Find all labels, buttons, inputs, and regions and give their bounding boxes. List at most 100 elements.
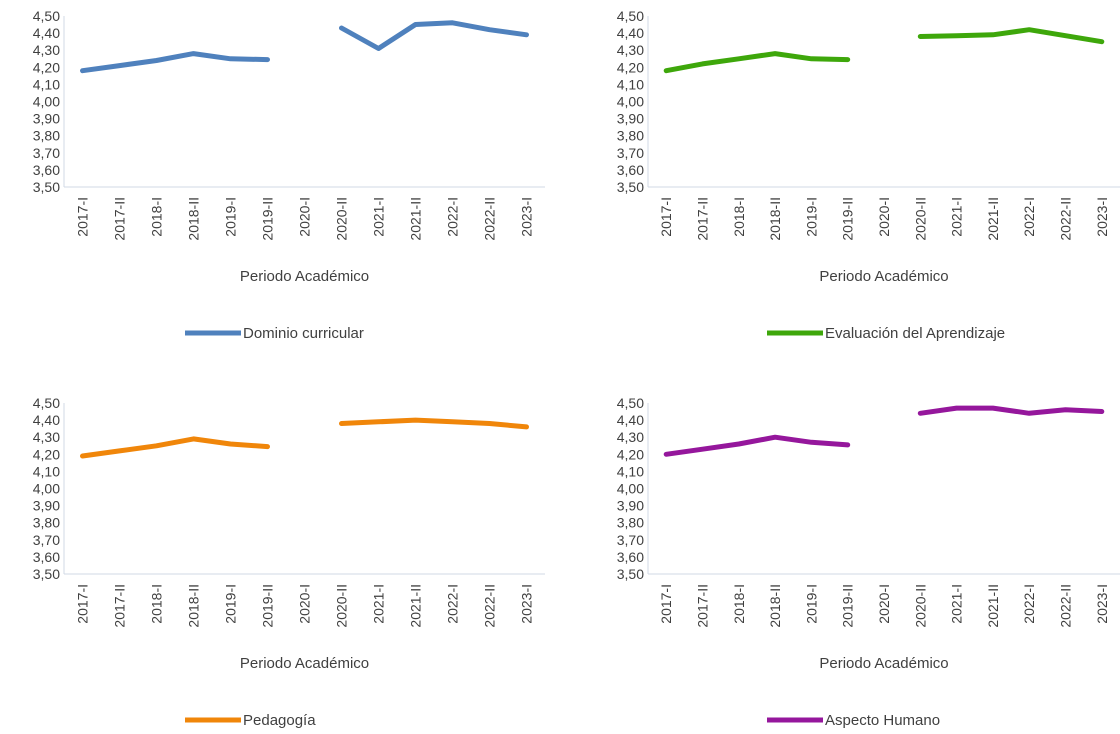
x-tick-label: 2023-I bbox=[519, 197, 535, 237]
y-tick-label: 3,90 bbox=[33, 498, 60, 514]
legend: Pedagogía bbox=[185, 712, 316, 729]
x-tick-label: 2020-I bbox=[876, 584, 892, 624]
x-tick-label: 2019-I bbox=[803, 197, 819, 237]
x-axis-title: Periodo Académico bbox=[819, 268, 948, 285]
x-tick-label: 2018-I bbox=[731, 584, 747, 624]
x-axis-title: Periodo Académico bbox=[240, 268, 369, 285]
x-tick-label: 2022-II bbox=[482, 584, 498, 628]
chart-panel-2: 3,503,603,703,803,904,00 4,104,204,304,40… bbox=[617, 8, 1120, 342]
y-tick-label: 4,40 bbox=[617, 25, 644, 41]
y-tick-label: 3,50 bbox=[33, 179, 60, 195]
y-tick-label: 4,10 bbox=[617, 463, 644, 479]
x-tick-label: 2021-I bbox=[949, 197, 965, 237]
y-tick-label: 3,60 bbox=[617, 162, 644, 178]
x-tick-label: 2019-I bbox=[803, 584, 819, 624]
x-tick-label: 2022-II bbox=[1058, 584, 1074, 628]
x-tick-label: 2017-I bbox=[658, 197, 674, 237]
x-tick-label: 2018-I bbox=[149, 584, 165, 624]
series-line bbox=[663, 27, 1105, 74]
legend-label: Dominio curricular bbox=[243, 325, 364, 342]
series-line bbox=[80, 417, 529, 459]
x-tick-label: 2022-II bbox=[1058, 197, 1074, 241]
x-tick-label: 2020-II bbox=[912, 197, 928, 241]
y-tick-label: 3,70 bbox=[33, 532, 60, 548]
x-tick-label: 2021-I bbox=[371, 197, 387, 237]
x-tick-label: 2019-I bbox=[223, 197, 239, 237]
x-tick-label: 2021-II bbox=[985, 197, 1001, 241]
y-tick-label: 4,10 bbox=[617, 76, 644, 92]
y-tick-label: 3,50 bbox=[617, 566, 644, 582]
y-tick-label: 3,90 bbox=[617, 498, 644, 514]
y-tick-label: 4,20 bbox=[617, 59, 644, 75]
x-tick-label: 2019-II bbox=[260, 197, 276, 241]
chart-panel-1: 3,503,603,703,803,904,00 4,104,204,304,40… bbox=[33, 8, 545, 342]
y-tick-label: 3,60 bbox=[33, 162, 60, 178]
y-tick-label: 3,60 bbox=[33, 549, 60, 565]
y-tick-label: 3,90 bbox=[617, 111, 644, 127]
x-tick-label: 2021-II bbox=[408, 197, 424, 241]
x-tick-label: 2018-I bbox=[731, 197, 747, 237]
x-tick-label: 2018-II bbox=[767, 197, 783, 241]
x-tick-label: 2019-II bbox=[840, 197, 856, 241]
x-tick-label: 2017-II bbox=[112, 197, 128, 241]
x-tick-label: 2018-I bbox=[149, 197, 165, 237]
y-tick-label: 4,50 bbox=[617, 8, 644, 24]
x-tick-label: 2020-I bbox=[297, 584, 313, 624]
x-tick-label: 2023-I bbox=[519, 584, 535, 624]
y-tick-label: 4,00 bbox=[33, 481, 60, 497]
y-tick-label: 4,30 bbox=[617, 42, 644, 58]
y-tick-label: 3,50 bbox=[33, 566, 60, 582]
x-tick-label: 2022-I bbox=[1021, 197, 1037, 237]
x-tick-label: 2017-I bbox=[75, 197, 91, 237]
x-tick-label: 2022-II bbox=[482, 197, 498, 241]
y-tick-label: 4,00 bbox=[617, 481, 644, 497]
x-tick-label: 2021-II bbox=[985, 584, 1001, 628]
y-tick-label: 4,00 bbox=[617, 94, 644, 110]
x-tick-label: 2020-II bbox=[912, 584, 928, 628]
y-tick-label: 4,40 bbox=[33, 25, 60, 41]
y-tick-label: 4,50 bbox=[33, 8, 60, 24]
y-tick-label: 4,40 bbox=[33, 412, 60, 428]
x-tick-label: 2023-I bbox=[1094, 584, 1110, 624]
y-tick-label: 3,80 bbox=[33, 128, 60, 144]
y-tick-label: 3,70 bbox=[617, 532, 644, 548]
y-tick-label: 4,40 bbox=[617, 412, 644, 428]
x-tick-label: 2017-I bbox=[75, 584, 91, 624]
y-tick-label: 3,70 bbox=[33, 145, 60, 161]
x-tick-label: 2020-II bbox=[334, 197, 350, 241]
x-tick-label: 2017-II bbox=[694, 197, 710, 241]
x-tick-label: 2020-I bbox=[297, 197, 313, 237]
chart-panel-4: 3,503,603,703,803,904,00 4,104,204,304,40… bbox=[617, 395, 1120, 729]
y-tick-label: 3,80 bbox=[33, 515, 60, 531]
x-tick-label: 2019-II bbox=[840, 584, 856, 628]
y-tick-label: 3,80 bbox=[617, 128, 644, 144]
x-tick-label: 2019-I bbox=[223, 584, 239, 624]
y-tick-label: 4,30 bbox=[33, 429, 60, 445]
y-tick-label: 4,00 bbox=[33, 94, 60, 110]
x-tick-label: 2020-I bbox=[876, 197, 892, 237]
y-tick-label: 3,50 bbox=[617, 179, 644, 195]
x-axis-title: Periodo Académico bbox=[819, 655, 948, 672]
x-tick-label: 2018-II bbox=[186, 584, 202, 628]
x-tick-label: 2022-I bbox=[445, 197, 461, 237]
x-tick-label: 2017-II bbox=[694, 584, 710, 628]
legend: Dominio curricular bbox=[185, 325, 364, 342]
x-tick-label: 2020-II bbox=[334, 584, 350, 628]
x-tick-label: 2019-II bbox=[260, 584, 276, 628]
x-tick-label: 2018-II bbox=[186, 197, 202, 241]
legend-label: Pedagogía bbox=[243, 712, 316, 729]
x-tick-label: 2022-I bbox=[1021, 584, 1037, 624]
y-tick-label: 4,30 bbox=[33, 42, 60, 58]
x-tick-label: 2021-I bbox=[371, 584, 387, 624]
legend-label: Evaluación del Aprendizaje bbox=[825, 325, 1005, 342]
x-tick-label: 2021-II bbox=[408, 584, 424, 628]
y-tick-label: 4,20 bbox=[33, 59, 60, 75]
series-line bbox=[80, 20, 529, 74]
chart-panel-3: 3,503,603,703,803,904,00 4,104,204,304,40… bbox=[33, 395, 545, 729]
legend: Evaluación del Aprendizaje bbox=[767, 325, 1005, 342]
y-tick-label: 4,50 bbox=[33, 395, 60, 411]
y-tick-label: 4,10 bbox=[33, 463, 60, 479]
x-tick-label: 2017-I bbox=[658, 584, 674, 624]
legend: Aspecto Humano bbox=[767, 712, 940, 729]
